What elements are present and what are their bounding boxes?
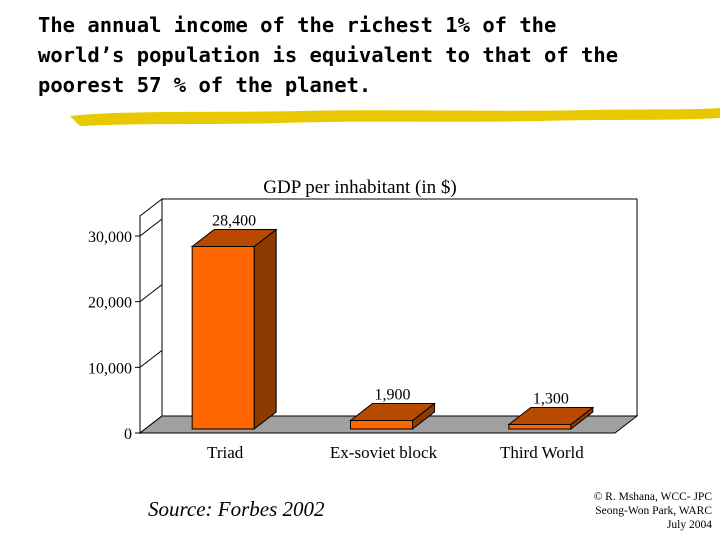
data-label: 1,300	[533, 390, 569, 407]
y-tick-label: 0	[124, 426, 132, 443]
y-tick-label: 10,000	[88, 360, 132, 377]
side-wall	[139, 197, 163, 435]
x-tick-label: Ex-soviet block	[330, 443, 438, 462]
slide-title: The annual income of the richest 1% of t…	[38, 13, 619, 97]
credit-line-1: © R. Mshana, WCC- JPC	[593, 491, 712, 503]
source-note: Source: Forbes 2002	[148, 497, 325, 521]
y-tick-label: 20,000	[88, 295, 132, 312]
x-tick-label: Third World	[500, 443, 584, 462]
bar	[508, 423, 572, 430]
y-tick-label: 30,000	[88, 229, 132, 246]
bar-side	[253, 228, 277, 431]
x-tick-label: Triad	[207, 443, 244, 462]
highlight-brush-stroke	[70, 108, 720, 126]
y-tick-slant	[139, 284, 163, 303]
bar	[350, 420, 413, 430]
credit-line-2: Seong-Won Park, WARC	[595, 505, 712, 517]
credit-line-3: July 2004	[666, 519, 712, 531]
y-tick-slant	[139, 349, 163, 368]
credit-block: © R. Mshana, WCC- JPC Seong-Won Park, WA…	[512, 490, 712, 532]
y-tick-slant	[139, 218, 163, 237]
chart-title: GDP per inhabitant (in $)	[263, 177, 456, 198]
data-label: 28,400	[212, 213, 256, 230]
data-label: 1,900	[375, 387, 411, 404]
bar	[191, 246, 255, 430]
